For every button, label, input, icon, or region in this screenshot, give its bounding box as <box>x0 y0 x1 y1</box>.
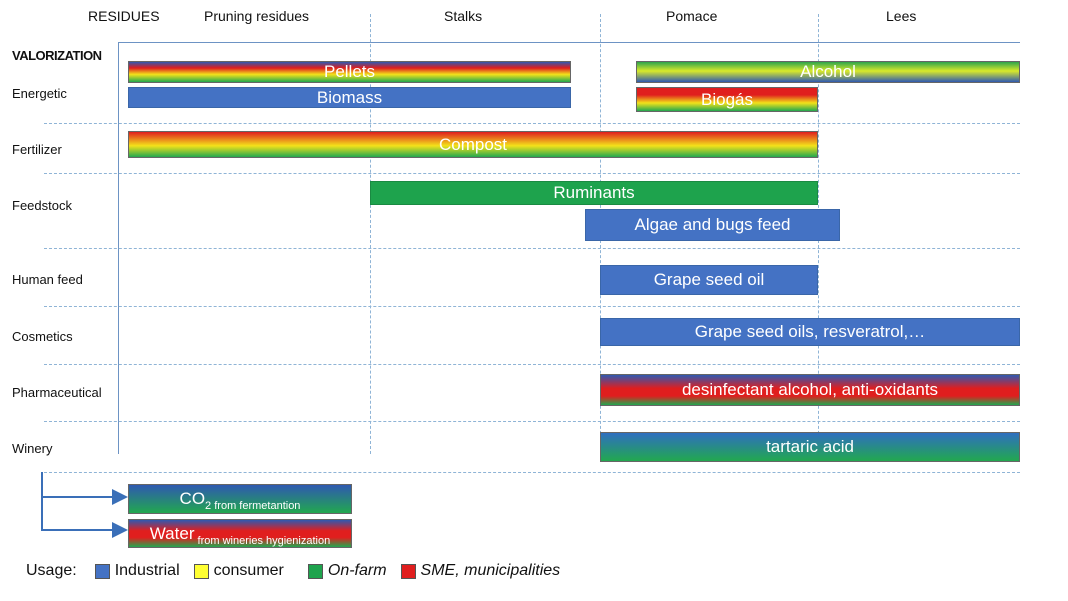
row-label-pharmaceutical: Pharmaceutical <box>12 385 102 400</box>
bar-co2: CO2 from fermetantion <box>128 484 352 514</box>
bar-cosmetics-label: Grape seed oils, resveratrol,… <box>694 322 926 341</box>
water-subscript-text: from wineries hygienization <box>194 534 331 547</box>
row-label-human-feed: Human feed <box>12 272 83 287</box>
header-pruning-residues: Pruning residues <box>204 8 310 24</box>
bar-water: Water from wineries hygienization <box>128 519 352 548</box>
row-label-feedstock: Feedstock <box>12 198 72 213</box>
bar-pharmaceutical-products: desinfectant alcohol, anti-oxidants <box>600 374 1020 406</box>
bar-alcohol-label: Alcohol <box>800 62 856 81</box>
header-residues: RESIDUES <box>88 8 160 24</box>
row-label-energetic: Energetic <box>12 86 67 101</box>
legend-swatch-red <box>400 563 416 579</box>
legend-swatch-green <box>307 563 323 579</box>
bar-biomass: Biomass <box>128 87 571 108</box>
legend-swatch-yellow <box>193 563 209 579</box>
bar-grape-seed-oil: Grape seed oil <box>600 265 818 295</box>
legend-label-consumer: consumer <box>213 562 284 579</box>
bar-compost-label: Compost <box>438 134 508 154</box>
row-divider <box>44 364 1020 365</box>
column-divider <box>370 14 371 454</box>
header-lees: Lees <box>886 8 917 24</box>
bar-tartaric-acid: tartaric acid <box>600 432 1020 462</box>
bar-compost: Compost <box>128 131 818 158</box>
legend-item-industrial: Industrial <box>94 562 180 580</box>
legend-swatch-blue <box>94 563 110 579</box>
header-pomace: Pomace <box>666 8 718 24</box>
row-label-fertilizer: Fertilizer <box>12 142 62 157</box>
row-divider <box>44 472 1020 473</box>
bar-ruminants: Ruminants <box>370 181 818 205</box>
legend-label-industrial: Industrial <box>114 562 180 579</box>
co2-main-text: CO <box>179 489 206 508</box>
row-label-cosmetics: Cosmetics <box>12 329 73 344</box>
row-divider <box>44 421 1020 422</box>
row-label-winery: Winery <box>12 441 53 456</box>
bar-algae-bugs-feed: Algae and bugs feed <box>585 209 840 241</box>
row-label-valorization: VALORIZATION <box>12 48 102 63</box>
bar-algae-label: Algae and bugs feed <box>634 215 791 234</box>
legend-item-on-farm: On-farm <box>307 562 387 580</box>
bar-grape-seed-oil-label: Grape seed oil <box>653 270 765 289</box>
bar-ruminants-label: Ruminants <box>553 183 635 202</box>
co2-subscript-text: from fermetantion <box>211 500 301 512</box>
co2-subscript-2: 2 <box>205 500 212 512</box>
bar-alcohol: Alcohol <box>636 61 1020 83</box>
bar-biogas: Biogás <box>636 87 818 112</box>
row-divider <box>44 123 1020 124</box>
row-divider <box>44 306 1020 307</box>
water-main-text: Water <box>149 523 195 543</box>
connector-arrows <box>41 472 128 538</box>
header-stalks: Stalks <box>444 8 483 24</box>
bar-biomass-label: Biomass <box>316 87 383 107</box>
bar-cosmetics-products: Grape seed oils, resveratrol,… <box>600 318 1020 346</box>
legend-label-on-farm: On-farm <box>327 562 387 579</box>
bar-pellets-label: Pellets <box>323 62 376 81</box>
legend: Usage: Industrial consumer On-farm SME, … <box>26 562 574 580</box>
bar-tartaric-label: tartaric acid <box>766 437 854 456</box>
legend-label-sme: SME, municipalities <box>420 562 561 579</box>
row-divider <box>44 248 1020 249</box>
bar-water-label: Water from wineries hygienization <box>149 523 331 547</box>
bar-co2-label: CO2 from fermetantion <box>179 489 301 512</box>
row-divider <box>44 173 1020 174</box>
legend-item-sme: SME, municipalities <box>400 562 561 580</box>
bar-biogas-label: Biogás <box>701 89 753 109</box>
bar-pharma-label: desinfectant alcohol, anti-oxidants <box>681 380 939 399</box>
legend-item-consumer: consumer <box>193 562 284 580</box>
bar-pellets: Pellets <box>128 61 571 83</box>
legend-title: Usage: <box>26 562 77 579</box>
main-axis-horizontal <box>118 42 1020 43</box>
